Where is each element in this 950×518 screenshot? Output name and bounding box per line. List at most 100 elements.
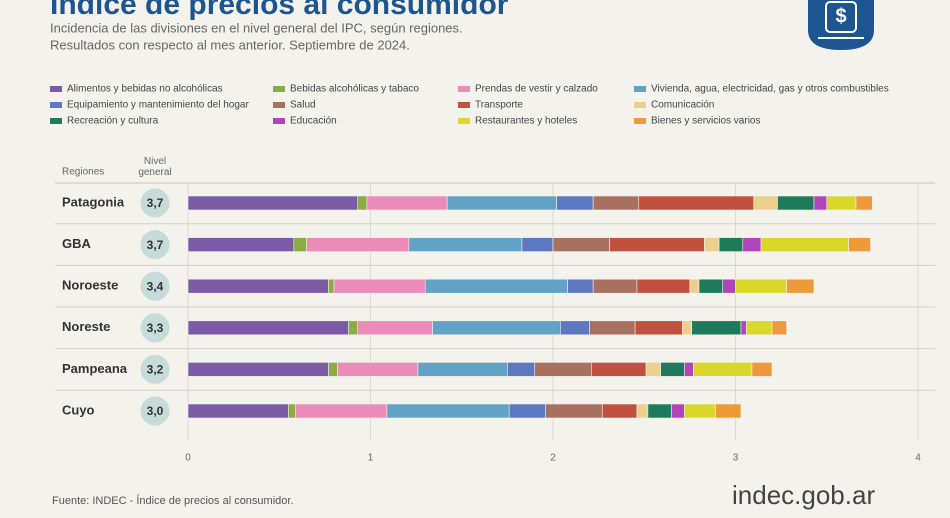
general-level-marker <box>140 354 170 384</box>
bar-segment <box>534 362 592 377</box>
x-tick-label: 0 <box>185 453 191 464</box>
legend-swatch <box>273 86 285 92</box>
bar-segment <box>337 362 419 377</box>
bar-segment <box>295 403 388 419</box>
legend-label: Prendas de vestir y calzado <box>475 84 598 95</box>
bar-segment <box>592 278 638 294</box>
bar-segment <box>328 362 338 377</box>
general-level-label: 3,4 <box>147 279 164 293</box>
bar-segment <box>751 362 773 377</box>
bar-segment <box>704 237 720 252</box>
bar-segment <box>432 320 561 336</box>
general-level-label: 3,7 <box>147 196 164 210</box>
legend-label: Recreación y cultura <box>67 116 159 127</box>
legend-label: Educación <box>290 116 337 127</box>
category-label: Cuyo <box>62 402 95 417</box>
legend-label: Vivienda, agua, electricidad, gas y otro… <box>651 84 889 95</box>
bar-segment <box>556 195 594 211</box>
bar-segment <box>684 362 694 377</box>
legend-swatch <box>50 102 62 108</box>
bar-segment <box>187 320 349 336</box>
bar-segment <box>636 278 691 294</box>
category-label: Patagonia <box>62 194 125 209</box>
legend-swatch <box>50 86 62 92</box>
bar-segment <box>671 403 685 419</box>
general-level-label: 3,0 <box>147 404 164 418</box>
bar-segment <box>645 362 661 377</box>
bar-segment <box>753 195 778 211</box>
bar-segment <box>187 237 295 252</box>
general-level-marker <box>140 396 170 426</box>
bar-segment <box>609 237 705 252</box>
bar-segment <box>507 362 536 377</box>
legend-swatch <box>458 118 470 124</box>
bar-segment <box>647 403 672 419</box>
bar-segment <box>740 320 747 336</box>
bar-segment <box>682 320 693 336</box>
bar-segment <box>591 362 647 377</box>
legend-swatch <box>50 118 62 124</box>
bar-segment <box>746 320 773 336</box>
legend-swatch <box>273 102 285 108</box>
bar-segment <box>826 195 857 211</box>
legend-label: Bienes y servicios varios <box>651 116 760 127</box>
bar-segment <box>684 403 716 419</box>
general-level-marker <box>140 271 170 301</box>
bar-segment <box>715 403 742 419</box>
bar-segment <box>636 403 649 419</box>
bar-segment <box>735 278 787 294</box>
legend-swatch <box>458 102 470 108</box>
bar-segment <box>698 278 724 294</box>
bar-segment <box>306 237 410 252</box>
bar-segment <box>693 362 753 377</box>
general-level-label: 3,2 <box>147 363 164 377</box>
legend-label: Equipamiento y mantenimiento del hogar <box>67 100 249 111</box>
general-level-header: Nivel general <box>138 156 172 178</box>
bar-segment <box>187 362 329 377</box>
bar-segment <box>293 237 307 252</box>
bar-segment <box>552 237 610 252</box>
bar-segment <box>187 278 329 294</box>
bar-segment <box>386 403 510 419</box>
category-label: Noroeste <box>62 278 118 293</box>
bar-segment <box>760 237 849 252</box>
general-level-label: 3,3 <box>147 321 164 335</box>
category-label: Noreste <box>62 319 110 334</box>
general-level-marker <box>140 313 170 343</box>
badge-icon <box>825 1 857 33</box>
general-level-marker <box>140 188 170 218</box>
bar-segment <box>545 403 603 419</box>
bar-segment <box>634 320 683 336</box>
bar-segment <box>813 195 828 211</box>
legend-swatch <box>634 102 646 108</box>
bar-segment <box>777 195 815 211</box>
bar-segment <box>855 195 873 211</box>
legend-label: Alimentos y bebidas no alcohólicas <box>67 84 223 95</box>
bar-segment <box>722 278 736 294</box>
bar-segment <box>408 237 523 252</box>
chart-title: Índice de precios al consumidor <box>50 0 509 21</box>
bar-segment <box>348 320 359 336</box>
bar-segment <box>366 195 448 211</box>
legend-label: Comunicación <box>651 100 714 111</box>
legend-swatch <box>458 86 470 92</box>
legend-label: Restaurantes y hoteles <box>475 116 577 127</box>
bar-segment <box>742 237 762 252</box>
bar-segment <box>567 278 594 294</box>
general-level-marker <box>140 230 170 260</box>
bar-segment <box>521 237 554 252</box>
bar-segment <box>508 403 547 419</box>
x-tick-label: 3 <box>733 453 739 464</box>
bar-segment <box>848 237 871 252</box>
bar-segment <box>589 320 636 336</box>
legend-label: Transporte <box>475 100 523 111</box>
bar-segment <box>660 362 685 377</box>
bar-segment <box>328 278 335 294</box>
category-header: Regiones <box>62 167 104 178</box>
bar-segment <box>559 320 590 336</box>
category-label: GBA <box>62 236 92 251</box>
bar-segment <box>786 278 815 294</box>
